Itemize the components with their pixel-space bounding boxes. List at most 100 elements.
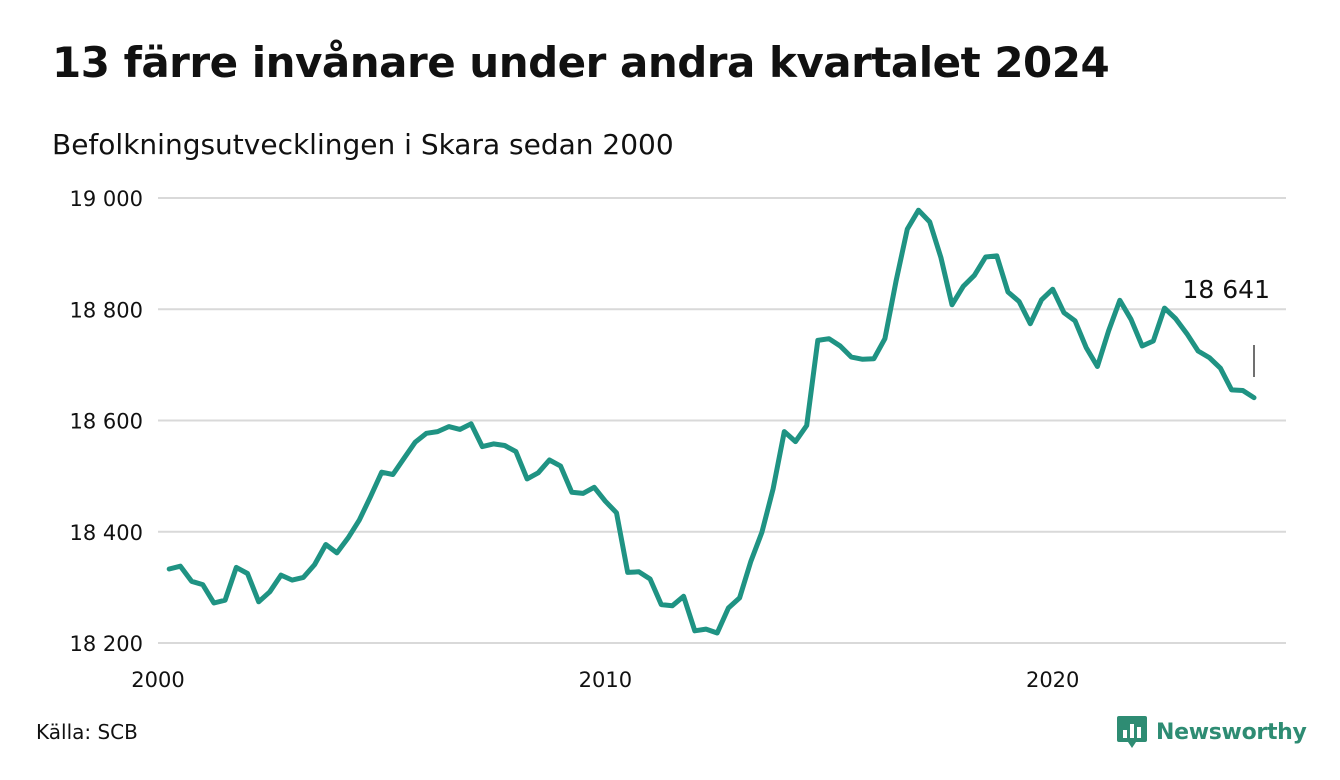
data-point — [938, 255, 943, 260]
data-point — [681, 594, 686, 599]
data-point — [1173, 316, 1178, 321]
series-line — [166, 207, 1257, 636]
data-point — [1196, 348, 1201, 353]
data-point — [882, 336, 887, 341]
data-point — [1106, 328, 1111, 333]
data-point — [1240, 388, 1245, 393]
x-tick-label: 2020 — [1026, 668, 1079, 692]
data-point — [983, 254, 988, 259]
data-point — [491, 441, 496, 446]
data-point — [1128, 317, 1133, 322]
data-point — [916, 208, 921, 213]
data-point — [1073, 318, 1078, 323]
data-point — [1184, 331, 1189, 336]
x-tick-label: 2000 — [131, 668, 184, 692]
data-point — [379, 470, 384, 475]
data-point — [927, 219, 932, 224]
y-tick-label: 18 400 — [70, 521, 143, 545]
data-point — [715, 630, 720, 635]
data-point — [502, 443, 507, 448]
data-point — [525, 476, 530, 481]
data-point — [737, 595, 742, 600]
data-point — [994, 253, 999, 258]
data-point — [782, 429, 787, 434]
data-point — [1229, 387, 1234, 392]
series-layer — [166, 207, 1257, 636]
data-point — [234, 565, 239, 570]
data-point — [413, 440, 418, 445]
data-point — [245, 571, 250, 576]
data-point — [480, 444, 485, 449]
data-point — [1207, 355, 1212, 360]
data-point — [1095, 364, 1100, 369]
data-point — [1218, 366, 1223, 371]
y-tick-label: 18 600 — [70, 410, 143, 434]
data-point — [905, 227, 910, 232]
data-point — [290, 578, 295, 583]
last-value-annotation: 18 641 — [1183, 275, 1270, 377]
data-point — [357, 518, 362, 523]
data-point — [580, 491, 585, 496]
data-point — [390, 472, 395, 477]
data-point — [849, 355, 854, 360]
y-axis-tick-labels: 19 000 18 800 18 600 18 400 18 200 — [70, 187, 143, 656]
data-point — [692, 628, 697, 633]
data-point — [860, 357, 865, 362]
data-point — [636, 569, 641, 574]
data-point — [368, 494, 373, 499]
data-point — [704, 627, 709, 632]
data-point — [435, 429, 440, 434]
data-point — [424, 431, 429, 436]
data-point — [469, 421, 474, 426]
data-point — [223, 598, 228, 603]
data-point — [961, 284, 966, 289]
x-tick-label: 2010 — [579, 668, 632, 692]
data-point — [614, 510, 619, 515]
source-note: Källa: SCB — [36, 720, 138, 744]
data-point — [648, 577, 653, 582]
data-point — [301, 575, 306, 580]
data-point — [759, 530, 764, 535]
y-tick-label: 18 800 — [70, 298, 143, 322]
data-point — [536, 470, 541, 475]
data-point — [1061, 310, 1066, 315]
data-point — [950, 302, 955, 307]
data-point — [1039, 297, 1044, 302]
data-point — [838, 343, 843, 348]
data-point — [1017, 299, 1022, 304]
data-point — [189, 579, 194, 584]
data-point — [167, 567, 172, 572]
bar-chart-icon — [1117, 716, 1147, 748]
data-point — [793, 439, 798, 444]
data-point — [200, 582, 205, 587]
data-point — [894, 278, 899, 283]
data-point — [592, 485, 597, 490]
annotation-value-label: 18 641 — [1183, 275, 1270, 304]
data-point — [547, 457, 552, 462]
data-point — [1151, 338, 1156, 343]
data-point — [267, 589, 272, 594]
data-point — [670, 603, 675, 608]
brand-name: Newsworthy — [1156, 719, 1307, 745]
data-point — [1140, 343, 1145, 348]
data-point — [334, 550, 339, 555]
data-point — [1005, 290, 1010, 295]
data-point — [558, 464, 563, 469]
data-point — [446, 424, 451, 429]
data-point — [1084, 345, 1089, 350]
data-point — [312, 562, 317, 567]
y-tick-label: 19 000 — [70, 187, 143, 211]
data-point — [569, 490, 574, 495]
data-point — [804, 423, 809, 428]
data-point — [827, 336, 832, 341]
data-point — [603, 499, 608, 504]
data-point — [1050, 287, 1055, 292]
data-point — [1252, 395, 1257, 400]
brand-logo[interactable]: Newsworthy — [1116, 712, 1307, 752]
data-point — [871, 356, 876, 361]
data-point — [1117, 298, 1122, 303]
data-point — [178, 564, 183, 569]
data-point — [748, 559, 753, 564]
data-point — [1028, 321, 1033, 326]
